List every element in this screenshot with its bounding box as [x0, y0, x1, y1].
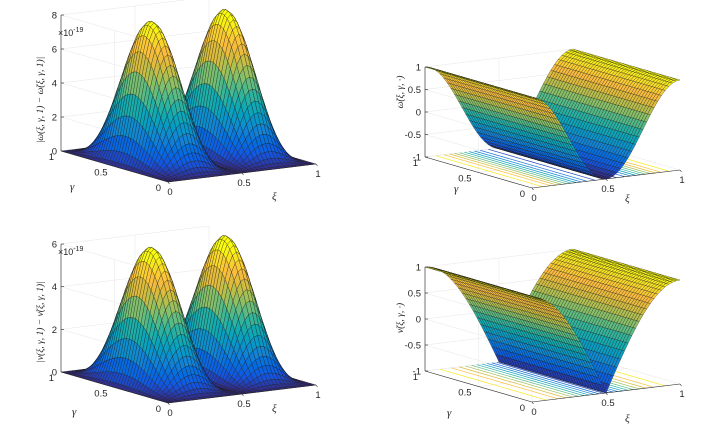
panel-error-nu-zlabel: |ν(ξ, γ, 1) − ν̃(ξ, γ, 1)|	[35, 281, 46, 363]
panel-omega-tilde-ylabel: γ	[454, 183, 459, 195]
y-tick-label: 0	[156, 183, 161, 194]
panel-error-nu-exponent: ×10-19	[58, 246, 84, 257]
floor-contour	[435, 155, 543, 188]
y-tick-label: 0.5	[458, 174, 471, 185]
panel-error-omega-zlabel: |ω(ξ, γ, 1) − ω̃(ξ, γ, 1)|	[35, 57, 46, 144]
floor-contour	[443, 154, 551, 187]
z-tick-label: 0	[52, 368, 57, 379]
floor-contour	[454, 153, 562, 185]
x-tick-label: 1	[315, 169, 320, 180]
panel-omega-tilde-zlabel: ω̃(ξ, γ, ·)	[395, 76, 406, 109]
x-tick-label: 0	[531, 193, 536, 204]
z-tick-label: 4	[52, 79, 57, 90]
floor-contour	[449, 153, 557, 186]
floor-contour	[464, 151, 572, 184]
panel-error-nu-xlabel: ξ	[272, 403, 277, 415]
x-tick	[167, 402, 170, 406]
x-tick	[679, 169, 682, 173]
z-tick-label: 1	[416, 63, 421, 74]
floor-contour	[474, 150, 582, 183]
y-tick-label: 0	[156, 404, 161, 415]
x-tick-label: 1	[679, 175, 684, 186]
x-tick	[315, 384, 318, 388]
z-tick-label: 0.5	[408, 85, 421, 96]
x-tick	[605, 178, 608, 182]
floor-contour	[480, 149, 588, 182]
floor-contour	[469, 151, 577, 183]
panel-error-nu-surface	[60, 235, 317, 404]
panel-omega-tilde-surface	[424, 48, 681, 180]
panel-error-omega-exponent: ×10-19	[58, 27, 84, 38]
panel-error-nu-ylabel: γ	[72, 406, 77, 418]
z-tick-label: -1	[413, 153, 421, 164]
floor-contour	[488, 148, 596, 181]
z-tick-label: 2	[52, 113, 57, 124]
x-tick	[531, 187, 534, 191]
z-tick-label: 6	[52, 240, 57, 251]
x-tick	[315, 163, 318, 167]
z-tick-label: 6	[52, 45, 57, 56]
z-tick-label: 4	[52, 282, 57, 293]
x-tick-label: 0	[167, 187, 172, 198]
y-tick-label: 0	[520, 189, 525, 200]
panel-omega-tilde-xlabel: ξ	[625, 193, 630, 205]
y-axis-line	[60, 150, 169, 183]
x-tick-label: 0.5	[601, 184, 614, 195]
x-tick	[167, 181, 170, 185]
floor-contour	[459, 152, 567, 185]
x-tick	[241, 393, 244, 397]
panel-error-omega-surface	[60, 9, 317, 183]
z-tick-label: 2	[52, 325, 57, 336]
z-tick-label: 0	[416, 108, 421, 119]
y-tick-label: 1	[49, 152, 54, 163]
x-tick-label: 0.5	[237, 399, 250, 410]
y-tick-label: 0.5	[94, 168, 107, 179]
z-tick-label: 0	[52, 147, 57, 158]
x-tick-label: 0.5	[237, 178, 250, 189]
panel-error-omega-ylabel: γ	[70, 181, 75, 193]
z-tick-label: -0.5	[405, 130, 421, 141]
x-tick-label: 0	[167, 408, 172, 419]
x-tick-label: 1	[315, 390, 320, 401]
z-tick-label: 8	[52, 11, 57, 22]
x-tick	[241, 172, 244, 176]
panel-error-omega-xlabel: ξ	[272, 191, 277, 203]
y-tick-label: 0.5	[94, 389, 107, 400]
